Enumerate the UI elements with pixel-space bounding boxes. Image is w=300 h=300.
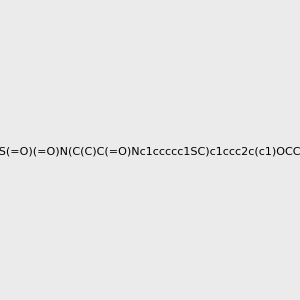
Text: CS(=O)(=O)N(C(C)C(=O)Nc1ccccc1SC)c1ccc2c(c1)OCCO2: CS(=O)(=O)N(C(C)C(=O)Nc1ccccc1SC)c1ccc2c… [0,146,300,157]
